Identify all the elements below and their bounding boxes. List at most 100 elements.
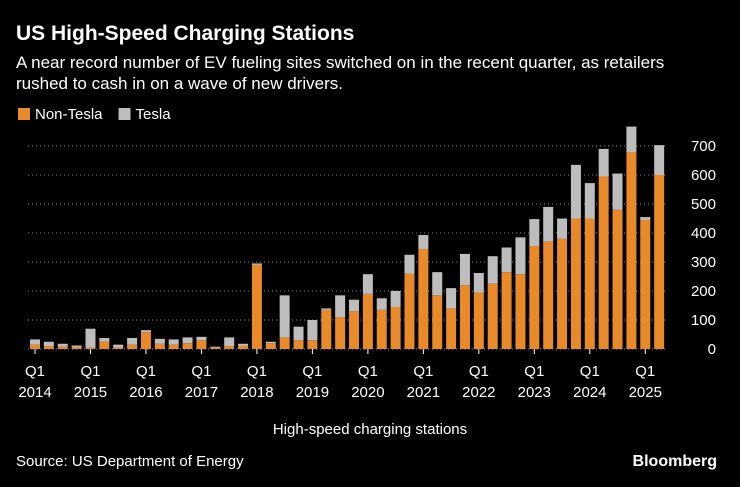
- bar-segment: [557, 238, 568, 349]
- bar-segment: [446, 288, 457, 309]
- x-tick-label: Q1 2021: [407, 363, 440, 401]
- legend-swatch: [118, 108, 131, 120]
- bar-segment: [459, 253, 470, 286]
- bar-segment: [640, 219, 651, 349]
- x-axis-title: High-speed charging stations: [273, 421, 467, 438]
- x-tick-label: Q1 2015: [74, 363, 107, 401]
- bar-segment: [557, 218, 568, 239]
- bar-segment: [182, 337, 193, 344]
- bar-segment: [584, 218, 595, 349]
- bar-segment: [85, 328, 96, 348]
- bar-segment: [99, 337, 110, 342]
- bar-segment: [362, 274, 373, 294]
- bar-segment: [446, 308, 457, 349]
- bar-segment: [543, 241, 554, 349]
- bar-segment: [71, 346, 82, 349]
- brand: Bloomberg: [633, 453, 717, 470]
- y-tick-label: 400: [691, 225, 716, 242]
- bar-segment: [515, 274, 526, 349]
- bar-segment: [335, 295, 346, 318]
- bar-segment: [543, 206, 554, 242]
- bar-segment: [127, 337, 138, 345]
- bar-segment: [196, 336, 207, 341]
- bar-segment: [515, 237, 526, 275]
- source: Source: US Department of Energy: [16, 453, 244, 470]
- bar-segment: [459, 285, 470, 349]
- bar-segment: [265, 341, 276, 344]
- bar-segment: [570, 164, 581, 219]
- bar-segment: [487, 283, 498, 349]
- bar-segment: [113, 347, 124, 349]
- bar-segment: [154, 338, 165, 344]
- bar-segment: [140, 330, 151, 333]
- bar-segment: [626, 152, 637, 349]
- bar-segment: [224, 337, 235, 347]
- bar-segment: [113, 344, 124, 348]
- x-tick-label: Q1 2018: [240, 363, 273, 401]
- y-tick-label: 300: [691, 254, 716, 271]
- bar-segment: [612, 209, 623, 349]
- bar-segment: [30, 339, 40, 345]
- bar-segment: [473, 273, 484, 293]
- chart-title: US High-Speed Charging Stations: [16, 22, 355, 45]
- bar-segment: [432, 272, 443, 296]
- bar-segment: [640, 217, 651, 220]
- bar-segment: [238, 343, 249, 346]
- bar-segment: [529, 219, 540, 247]
- x-tick-label: Q1 2020: [351, 363, 384, 401]
- bar-segment: [168, 344, 179, 349]
- chart-subtitle: A near record number of EV fueling sites…: [16, 53, 665, 93]
- bar-segment: [529, 246, 540, 349]
- x-tick-label: Q1 2022: [462, 363, 495, 401]
- legend-label: Non-Tesla: [35, 106, 103, 123]
- y-tick-label: 500: [691, 196, 716, 213]
- y-tick-label: 700: [691, 138, 716, 155]
- bar-segment: [57, 343, 68, 347]
- bar-segment: [238, 345, 249, 349]
- x-tick-label: Q1 2019: [296, 363, 329, 401]
- bar-segment: [390, 306, 401, 349]
- y-tick-label: 200: [691, 283, 716, 300]
- x-tick-label: Q1 2014: [18, 363, 51, 401]
- x-tick-label: Q1 2016: [129, 363, 162, 401]
- bar-segment: [321, 308, 332, 310]
- bar-segment: [99, 341, 110, 349]
- bar-segment: [30, 344, 40, 349]
- bar-segment: [418, 248, 429, 349]
- y-tick-label: 100: [691, 312, 716, 329]
- bar-segment: [57, 346, 68, 349]
- bar-segment: [432, 295, 443, 349]
- bar-segment: [196, 340, 207, 349]
- bar-segment: [473, 292, 484, 349]
- bar-segment: [307, 320, 318, 341]
- bar-segment: [390, 291, 401, 307]
- bar-segment: [168, 339, 179, 345]
- bar-segment: [362, 293, 373, 349]
- bar-segment: [404, 273, 415, 349]
- bar-segment: [501, 272, 512, 349]
- bar-segment: [418, 235, 429, 249]
- bar-segment: [210, 347, 221, 349]
- bar-segment: [376, 309, 387, 349]
- x-tick-label: Q1 2017: [185, 363, 218, 401]
- bar-segment: [654, 145, 665, 175]
- bar-segment: [321, 309, 332, 349]
- bar-segment: [584, 183, 595, 219]
- bar-segment: [487, 256, 498, 284]
- bar-segment: [598, 148, 609, 177]
- bar-segment: [71, 345, 82, 347]
- y-tick-label: 0: [708, 341, 716, 358]
- legend-label: Tesla: [136, 106, 172, 123]
- bar-segment: [307, 340, 318, 349]
- bar-segment: [43, 346, 54, 349]
- bar-segment: [127, 344, 138, 349]
- y-tick-label: 600: [691, 167, 716, 184]
- bar-segment: [293, 326, 304, 341]
- bar-segment: [501, 247, 512, 273]
- bar-segment: [154, 343, 165, 349]
- bar-segment: [293, 340, 304, 349]
- bar-segment: [251, 263, 262, 265]
- bar-segment: [598, 176, 609, 349]
- bar-segment: [279, 337, 290, 349]
